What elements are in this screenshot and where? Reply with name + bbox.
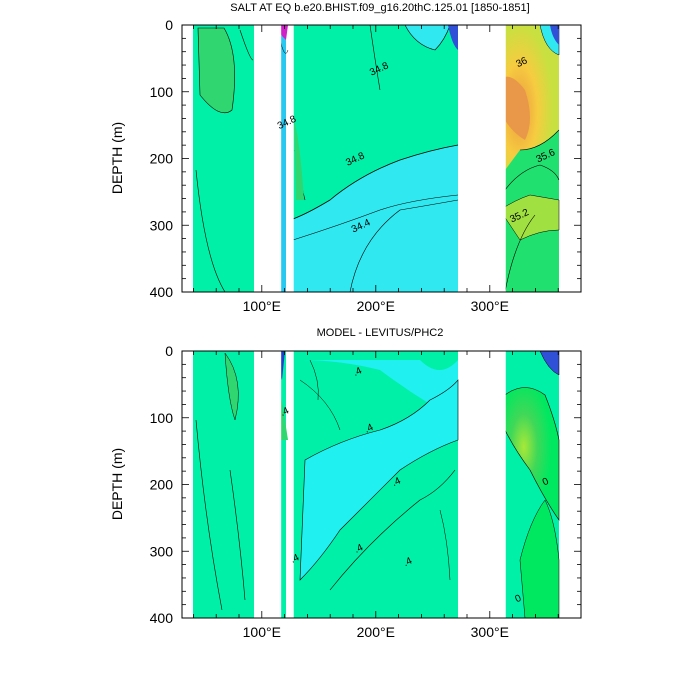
y-tick-label: 200 [150,151,174,167]
land-gap [467,25,506,292]
panel-title-difference: MODEL - LEVITUS/PHC2 [317,327,444,339]
contour-label: 0 [541,476,551,489]
y-tick-label: 0 [165,17,173,33]
panel-title-salinity: SALT AT EQ b.e20.BHIST.f09_g16.20thC.125… [230,2,529,14]
y-tick-label: 100 [150,410,174,426]
y-tick-label: 100 [150,84,174,100]
field-diff-indian [193,351,254,618]
land-gap [289,351,294,618]
land-gap [467,351,506,618]
x-tick-label: 100°E [243,624,281,640]
x-tick-label: 100°E [243,298,281,314]
axes-difference: 100°E 200°E 300°E 0 100 200 300 400 [150,343,582,640]
field-indian-high-patch [198,28,235,113]
field-pacific-upper [290,25,458,220]
panel-difference: MODEL - LEVITUS/PHC2 .4.4.4.4.4.4.400 10… [109,327,582,640]
field-atlantic-high [498,25,559,180]
x-tick-label: 200°E [357,298,395,314]
x-tick-label: 300°E [471,624,509,640]
x-tick-label: 200°E [357,624,395,640]
field-diff-atlantic-positive [504,387,560,521]
y-tick-label: 400 [150,610,174,626]
land-gap [258,351,282,618]
field-diff-pacific-negative [300,360,458,420]
y-tick-label: 300 [150,543,174,559]
axes-salinity: 100°E 200°E 300°E 0 100 200 300 400 [150,17,582,314]
y-axis-label-salinity: DEPTH (m) [109,122,125,194]
y-tick-label: 200 [150,477,174,493]
panel-salinity: SALT AT EQ b.e20.BHIST.f09_g16.20thC.125… [109,2,582,314]
land-gap [289,25,294,292]
y-tick-label: 0 [165,343,173,359]
contour-label: 0 [514,593,524,606]
y-tick-label: 400 [150,284,174,300]
y-axis-label-difference: DEPTH (m) [109,448,125,520]
contour-label: 36 [514,55,529,70]
x-tick-label: 300°E [471,298,509,314]
y-tick-label: 300 [150,217,174,233]
land-gap [258,25,282,292]
